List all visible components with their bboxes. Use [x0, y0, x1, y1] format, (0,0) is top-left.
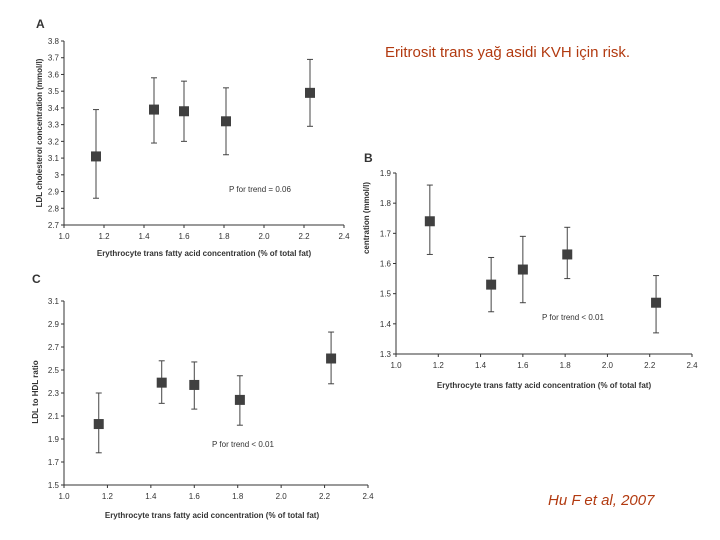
panel-b-data-point	[562, 249, 573, 260]
panel-c-ytick-label: 2.5	[48, 366, 60, 375]
panel-c-xtick-label: 1.6	[189, 492, 201, 501]
panel-c-data-point	[189, 379, 200, 390]
panel-c-ytick-label: 1.7	[48, 458, 60, 467]
panel-c-xtick-label: 2.4	[362, 492, 374, 501]
panel-c-trend-annotation: P for trend < 0.01	[212, 440, 274, 449]
panel-a-ytick-label: 3.3	[48, 121, 60, 130]
panel-b-xtick-label: 1.2	[433, 361, 445, 370]
panel-a-xtick-label: 2.2	[298, 232, 310, 241]
panel-a-xtick-label: 1.2	[98, 232, 110, 241]
panel-a-ytick-label: 2.8	[48, 204, 60, 213]
panel-c-ytick-label: 1.5	[48, 481, 60, 490]
panel-b-ytick-label: 1.9	[380, 169, 392, 178]
panel-a-data-point	[221, 116, 231, 127]
panel-b-y-title: centration (mmol/l)	[362, 182, 371, 254]
panel-a-xtick-label: 2.0	[258, 232, 270, 241]
panel-c-ytick-label: 1.9	[48, 435, 60, 444]
panel-a-xtick-label: 1.0	[58, 232, 70, 241]
panel-c-xtick-label: 1.0	[58, 492, 70, 501]
panel-a-label: A	[36, 17, 45, 31]
panel-c-x-title: Erythrocyte trans fatty acid concentrati…	[105, 511, 320, 520]
panel-b-ytick-label: 1.7	[380, 229, 392, 238]
panel-a-xtick-label: 1.8	[218, 232, 230, 241]
panel-a-data-point	[149, 104, 159, 115]
panel-a-ytick-label: 3.6	[48, 70, 60, 79]
panel-c-ytick-label: 2.7	[48, 343, 60, 352]
panel-a-data-point	[91, 151, 101, 162]
panel-a-xtick-label: 2.4	[338, 232, 350, 241]
panel-a-ytick-label: 3.2	[48, 137, 60, 146]
panel-c-xtick-label: 1.8	[232, 492, 244, 501]
slide-title: Eritrosit trans yağ asidi KVH için risk.	[385, 44, 631, 61]
panel-b-xtick-label: 1.0	[390, 361, 402, 370]
panel-a-data-point	[179, 106, 189, 117]
panel-a-ytick-label: 3.4	[48, 104, 60, 113]
panel-b-label: B	[364, 151, 373, 165]
panel-b-xtick-label: 1.8	[560, 361, 572, 370]
panel-c-xtick-label: 1.2	[102, 492, 114, 501]
panel-b-xtick-label: 2.0	[602, 361, 614, 370]
panel-a-ytick-label: 3.5	[48, 87, 60, 96]
panel-c-xtick-label: 2.0	[276, 492, 288, 501]
panel-b-data-point	[486, 279, 497, 290]
panel-a-ytick-label: 3	[55, 171, 60, 180]
panel-b-xtick-label: 2.4	[686, 361, 698, 370]
panel-c-data-point	[156, 377, 167, 388]
panel-b-data-point	[517, 264, 528, 275]
panel-c-xtick-label: 2.2	[319, 492, 331, 501]
panel-b-ytick-label: 1.8	[380, 199, 392, 208]
panel-b-ytick-label: 1.4	[380, 320, 392, 329]
panel-a-trend-annotation: P for trend = 0.06	[229, 185, 291, 194]
panel-a-xtick-label: 1.6	[178, 232, 190, 241]
panel-a-ytick-label: 2.7	[48, 221, 60, 230]
panel-b-data-point	[424, 216, 435, 227]
panel-a-y-title: LDL cholesterol concentration (mmol/l)	[35, 58, 44, 207]
panel-b-data-point	[651, 297, 662, 308]
panel-b-trend-annotation: P for trend < 0.01	[542, 313, 604, 322]
panel-a-ytick-label: 3.8	[48, 37, 60, 46]
panel-c-ytick-label: 3.1	[48, 297, 60, 306]
panel-c-xtick-label: 1.4	[145, 492, 157, 501]
panel-a-xtick-label: 1.4	[138, 232, 150, 241]
panel-a-ytick-label: 3.7	[48, 54, 60, 63]
panel-b-xtick-label: 1.6	[517, 361, 529, 370]
panel-c-ytick-label: 2.1	[48, 412, 60, 421]
panel-a-data-point	[305, 87, 315, 98]
panel-b-ytick-label: 1.5	[380, 290, 392, 299]
panel-c-data-point	[326, 353, 337, 364]
panel-b-x-title: Erythrocyte trans fatty acid concentrati…	[437, 381, 652, 390]
panel-b-xtick-label: 1.4	[475, 361, 487, 370]
panel-b-ytick-label: 1.6	[380, 260, 392, 269]
panel-c-data-point	[234, 394, 245, 405]
panel-a-x-title: Erythrocyte trans fatty acid concentrati…	[97, 249, 312, 258]
panel-b-ytick-label: 1.3	[380, 350, 392, 359]
panel-c-ytick-label: 2.3	[48, 389, 60, 398]
panel-c-data-point	[93, 419, 104, 430]
panel-c-ytick-label: 2.9	[48, 320, 60, 329]
panel-b-xtick-label: 2.2	[644, 361, 656, 370]
panel-c-label: C	[32, 272, 41, 286]
panel-c-y-title: LDL to HDL ratio	[31, 360, 40, 423]
panel-a-ytick-label: 3.1	[48, 154, 60, 163]
panel-a-ytick-label: 2.9	[48, 188, 60, 197]
citation: Hu F et al, 2007	[548, 492, 655, 509]
